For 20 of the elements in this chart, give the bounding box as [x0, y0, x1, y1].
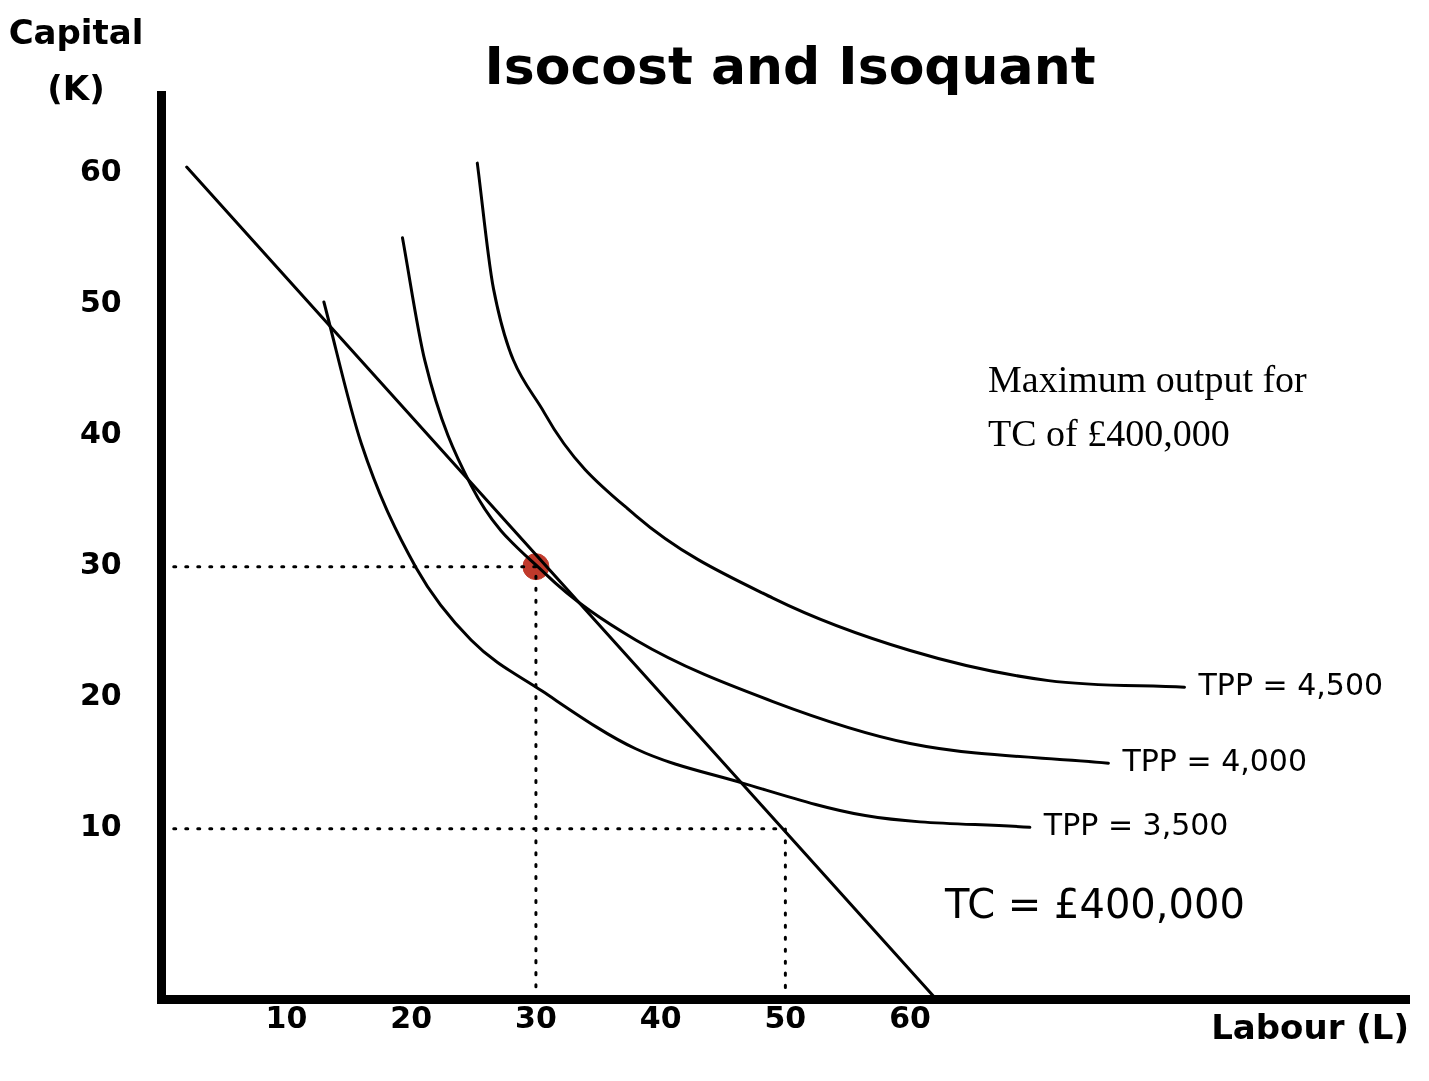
- y-tick-label: 20: [80, 677, 122, 713]
- x-tick-label: 30: [515, 999, 557, 1035]
- y-tick-label: 10: [80, 808, 122, 844]
- y-tick-label: 40: [80, 415, 122, 451]
- x-axis-title: Labour (L): [1211, 1006, 1409, 1047]
- x-tick-label: 40: [639, 999, 682, 1035]
- annotation: Maximum output for TC of £400,000: [988, 358, 1308, 454]
- y-tick-label: 60: [80, 153, 122, 189]
- x-tick-label: 10: [265, 999, 308, 1035]
- y-tick-label: 50: [80, 284, 122, 320]
- chart-title: Isocost and Isoquant: [484, 36, 1096, 96]
- x-tick-label: 60: [889, 999, 931, 1035]
- y-axis-title: Capital (K): [8, 12, 144, 108]
- x-tick-label: 50: [764, 999, 807, 1035]
- y-tick-label: 30: [80, 546, 122, 582]
- series-label: TPP = 3,500: [1042, 807, 1229, 843]
- annotation: TC = £400,000: [944, 880, 1245, 927]
- series-label: TPP = 4,500: [1197, 666, 1384, 702]
- series-label: TPP = 4,000: [1121, 742, 1308, 778]
- x-tick-label: 20: [390, 999, 433, 1035]
